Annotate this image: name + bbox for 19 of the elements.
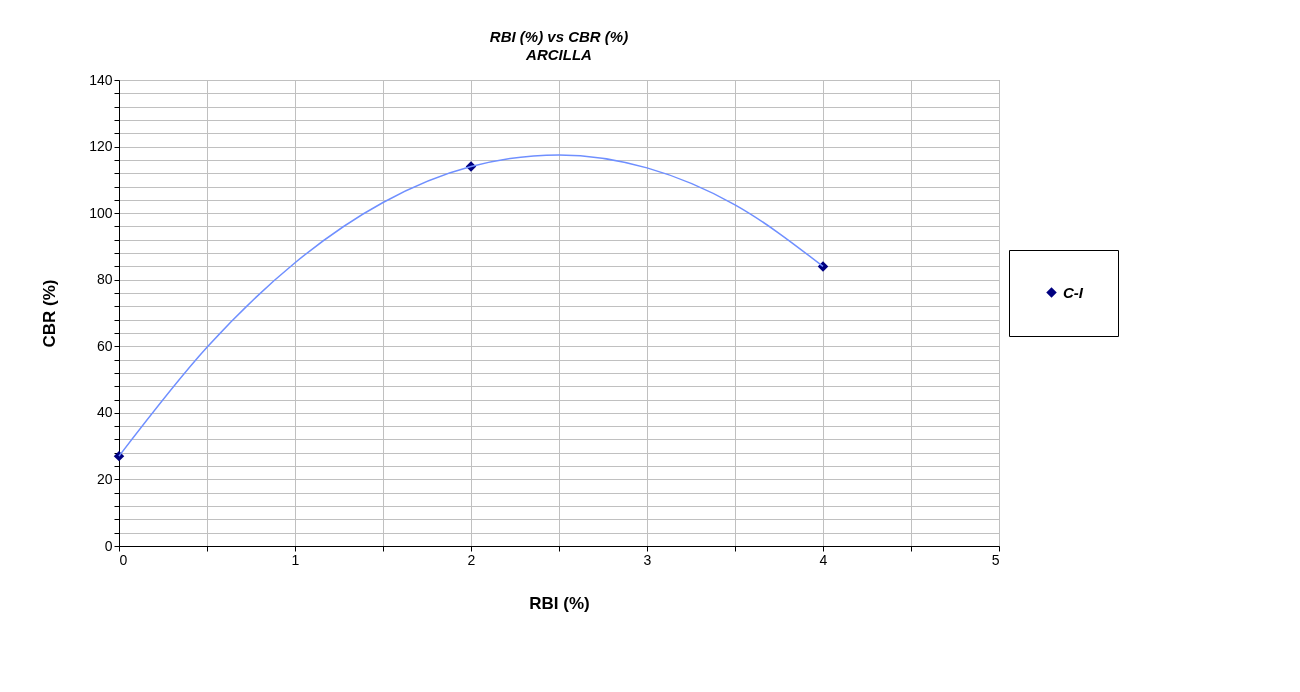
x-tick-label: 2: [467, 551, 476, 568]
y-tick-label: 80: [96, 271, 113, 288]
y-tick-label: 60: [96, 337, 113, 354]
y-tick-label: 20: [96, 470, 113, 487]
y-tick-label: 100: [89, 204, 113, 221]
x-tick-label: 1: [291, 551, 300, 568]
y-tick-label: 0: [104, 537, 113, 554]
chart-subtitle: ARCILLA: [525, 46, 592, 63]
y-tick-label: 120: [89, 138, 113, 155]
x-tick-label: 0: [119, 551, 128, 568]
x-tick-label: 5: [991, 551, 1000, 568]
x-tick-label: 4: [819, 551, 828, 568]
x-tick-label: 3: [643, 551, 652, 568]
x-axis-title: RBI (%): [529, 593, 590, 613]
legend-label: C-I: [1063, 283, 1084, 301]
y-tick-label: 140: [89, 71, 113, 88]
y-axis-title: CBR (%): [40, 279, 60, 348]
y-tick-label: 40: [96, 404, 113, 421]
chart-title: RBI (%) vs CBR (%): [489, 28, 629, 45]
